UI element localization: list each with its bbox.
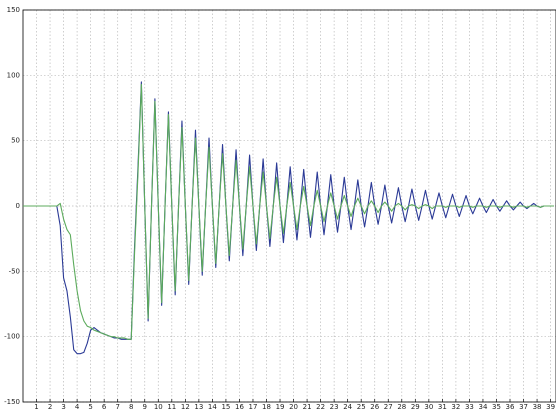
y-tick-label: 50	[11, 137, 20, 145]
x-tick-label: 34	[478, 403, 487, 411]
x-tick-label: 6	[102, 403, 107, 411]
x-tick-label: 31	[438, 403, 447, 411]
x-tick-label: 30	[424, 403, 433, 411]
x-tick-label: 1	[34, 403, 38, 411]
y-tick-label: -50	[9, 267, 20, 275]
x-tick-label: 33	[465, 403, 474, 411]
x-tick-label: 13	[194, 403, 203, 411]
series-line	[23, 83, 554, 340]
x-tick-label: 38	[533, 403, 542, 411]
x-tick-label: 35	[492, 403, 501, 411]
x-tick-label: 25	[357, 403, 366, 411]
series-line	[23, 81, 554, 355]
x-tick-label: 2	[48, 403, 52, 411]
x-tick-label: 22	[316, 403, 325, 411]
x-tick-label: 7	[115, 403, 119, 411]
y-tick-label: -150	[4, 398, 20, 406]
x-tick-label: 26	[370, 403, 379, 411]
x-tick-label: 14	[208, 403, 217, 411]
x-tick-label: 16	[235, 403, 244, 411]
x-tick-label: 8	[129, 403, 133, 411]
x-tick-label: 3	[61, 403, 65, 411]
x-tick-label: 15	[221, 403, 230, 411]
x-tick-label: 19	[276, 403, 285, 411]
x-tick-label: 11	[167, 403, 176, 411]
x-tick-label: 5	[88, 403, 92, 411]
x-tick-label: 28	[397, 403, 406, 411]
x-tick-label: 18	[262, 403, 271, 411]
x-tick-label: 17	[249, 403, 258, 411]
x-tick-label: 4	[75, 403, 80, 411]
y-tick-label: 100	[7, 71, 20, 79]
x-tick-label: 23	[330, 403, 339, 411]
x-tick-label: 39	[546, 403, 555, 411]
y-tick-label: -100	[4, 333, 20, 341]
x-tick-label: 21	[303, 403, 312, 411]
y-tick-label: 150	[7, 6, 20, 14]
x-tick-label: 29	[411, 403, 420, 411]
x-tick-label: 27	[384, 403, 393, 411]
y-tick-label: 0	[16, 202, 20, 210]
x-tick-label: 10	[154, 403, 163, 411]
x-tick-label: 9	[143, 403, 147, 411]
x-tick-label: 37	[519, 403, 528, 411]
x-tick-label: 20	[289, 403, 298, 411]
x-tick-label: 24	[343, 403, 352, 411]
x-tick-label: 36	[506, 403, 515, 411]
x-tick-label: 32	[451, 403, 460, 411]
x-tick-label: 12	[181, 403, 190, 411]
